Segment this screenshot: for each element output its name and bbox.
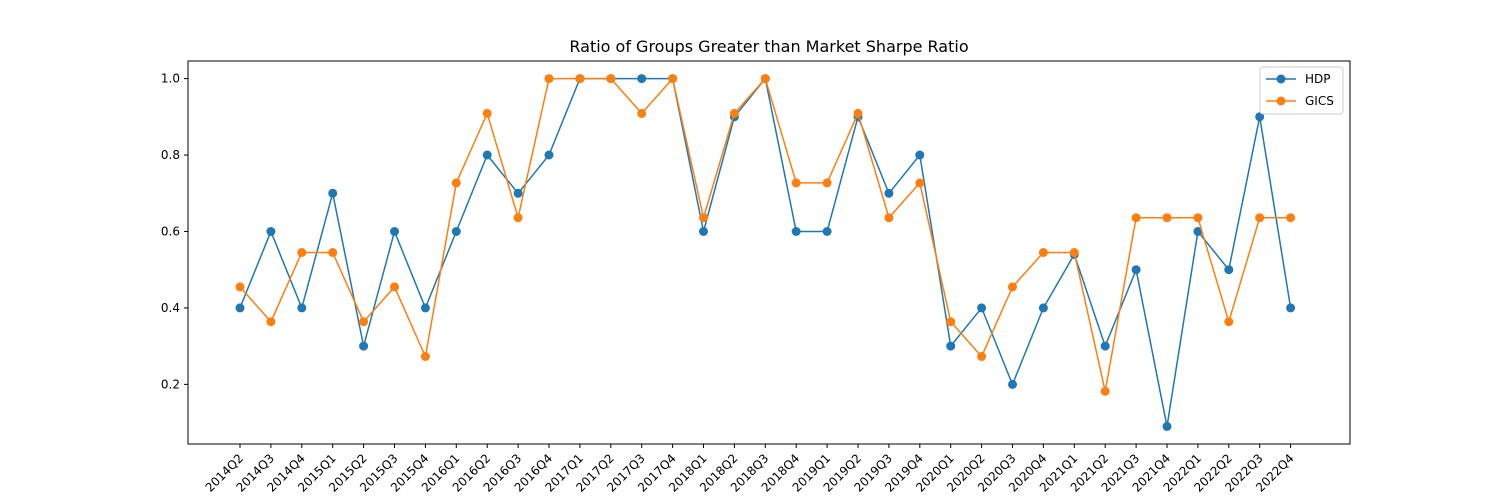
data-point (359, 317, 369, 327)
data-point (266, 227, 276, 236)
data-point (1224, 265, 1234, 275)
data-point (420, 352, 430, 361)
data-point (915, 150, 925, 160)
data-point (853, 108, 863, 118)
legend: HDP GICS (1259, 66, 1344, 115)
data-point (946, 341, 956, 351)
axes-frame (187, 60, 1351, 445)
data-point (699, 213, 708, 223)
data-point (1193, 213, 1203, 223)
data-point (791, 178, 801, 188)
data-point (1162, 421, 1172, 431)
y-tick-label: 0.4 (161, 301, 180, 315)
data-point (884, 188, 894, 198)
data-point (420, 303, 430, 313)
data-point (1255, 112, 1265, 122)
data-point (1193, 227, 1203, 236)
data-point (266, 317, 276, 327)
data-point (482, 108, 492, 118)
data-point (699, 227, 708, 236)
data-point (606, 74, 616, 84)
data-point (235, 282, 245, 292)
data-point (915, 178, 925, 188)
data-point (1131, 213, 1141, 223)
data-point (390, 282, 399, 292)
data-point (1038, 248, 1048, 257)
data-point (1100, 341, 1110, 351)
data-point (1224, 317, 1234, 327)
data-point (1286, 303, 1296, 313)
data-point (946, 317, 956, 327)
data-point (513, 213, 523, 223)
legend-marker (1276, 74, 1286, 84)
data-point (513, 188, 523, 198)
data-point (297, 248, 307, 257)
data-point (1038, 303, 1048, 313)
data-point (977, 352, 987, 361)
data-point (791, 227, 801, 236)
data-point (235, 303, 245, 313)
data-point (297, 303, 307, 313)
data-point (544, 74, 554, 84)
y-tick-label: 1.0 (161, 72, 180, 86)
legend-item: HDP (1266, 72, 1331, 86)
data-point (1131, 265, 1141, 275)
data-point (328, 188, 338, 198)
legend-label: HDP (1305, 72, 1331, 86)
data-point (760, 74, 770, 84)
y-tick-label: 0.6 (161, 224, 180, 238)
legend-marker (1276, 96, 1286, 106)
data-point (637, 74, 647, 84)
data-point (451, 178, 461, 188)
chart-title: Ratio of Groups Greater than Market Shar… (569, 37, 968, 56)
data-point (1286, 213, 1296, 223)
data-point (359, 341, 369, 351)
data-point (1008, 379, 1017, 389)
data-point (1069, 248, 1079, 257)
data-point (482, 150, 492, 160)
data-point (822, 178, 832, 188)
y-tick-label: 0.2 (161, 377, 180, 391)
data-point (668, 74, 678, 84)
data-point (1100, 386, 1110, 396)
data-point (977, 303, 987, 313)
x-axis: 2014Q22014Q32014Q42015Q12015Q22015Q32015… (203, 444, 1297, 495)
data-point (451, 227, 461, 236)
y-tick-label: 0.8 (161, 148, 180, 162)
data-point (575, 74, 585, 84)
legend-label: GICS (1305, 94, 1334, 108)
series-layer (235, 74, 1296, 431)
data-point (1255, 213, 1265, 223)
legend-item: GICS (1266, 94, 1334, 108)
plot-area (187, 60, 1351, 445)
data-point (637, 108, 647, 118)
y-axis: 0.2 0.4 0.6 0.8 1.0 (161, 72, 188, 391)
data-point (1008, 282, 1017, 292)
data-point (822, 227, 832, 236)
data-point (390, 227, 399, 236)
data-point (729, 108, 739, 118)
data-point (544, 150, 554, 160)
data-point (328, 248, 338, 257)
series-gics (235, 74, 1296, 396)
data-point (884, 213, 894, 223)
data-point (1162, 213, 1172, 223)
